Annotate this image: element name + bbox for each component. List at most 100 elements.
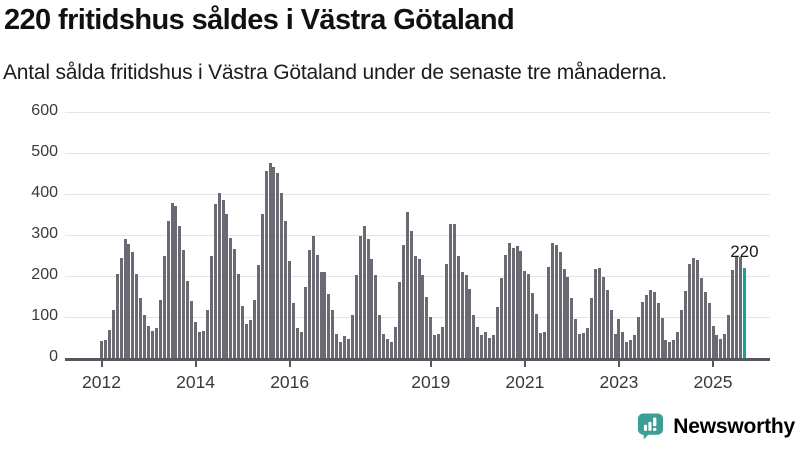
bar — [593, 268, 597, 358]
bar — [691, 257, 695, 358]
bar — [570, 298, 574, 358]
newsworthy-icon — [637, 412, 664, 441]
y-tick-label: 600 — [31, 102, 58, 119]
bar — [107, 330, 111, 358]
bar — [507, 243, 511, 358]
bar — [731, 269, 735, 358]
bar — [190, 301, 194, 358]
bar — [472, 315, 476, 358]
bar — [719, 339, 723, 358]
bar — [625, 342, 629, 358]
chart-subtitle: Antal sålda fritidshus i Västra Götaland… — [3, 61, 667, 84]
bar — [201, 330, 205, 358]
bar — [684, 291, 688, 358]
bar — [660, 317, 664, 358]
bar — [421, 275, 425, 358]
bar — [205, 310, 209, 358]
bar — [374, 274, 378, 358]
bar — [170, 203, 174, 358]
bar — [401, 244, 405, 358]
bar — [633, 335, 637, 358]
bar — [468, 288, 472, 358]
bar — [640, 301, 644, 358]
bar — [523, 271, 527, 358]
bar — [268, 163, 272, 358]
bar — [601, 276, 605, 358]
bar — [119, 257, 123, 358]
bar — [217, 192, 221, 358]
bar — [260, 213, 264, 358]
x-tick-label: 2012 — [82, 372, 121, 392]
bar — [437, 333, 441, 358]
bar — [637, 317, 641, 358]
bar — [198, 332, 201, 358]
x-tick — [429, 361, 432, 367]
brand-name: Newsworthy — [673, 414, 795, 438]
bar — [597, 267, 601, 358]
x-tick — [523, 361, 526, 367]
page-title: 220 fritidshus såldes i Västra Götaland — [4, 4, 515, 36]
y-tick-label: 400 — [31, 184, 58, 201]
bar — [350, 315, 354, 358]
bar — [276, 173, 280, 358]
bar — [346, 338, 350, 358]
bar — [174, 206, 178, 358]
bar — [394, 326, 397, 358]
x-tick — [194, 361, 197, 367]
bar — [162, 256, 166, 358]
bar — [444, 263, 448, 358]
bar — [154, 328, 158, 358]
gridline — [65, 112, 770, 113]
bar — [656, 303, 660, 358]
brand-logo: Newsworthy — [637, 412, 795, 441]
bar — [150, 330, 154, 358]
bar — [362, 226, 366, 358]
bar — [127, 244, 131, 358]
bar — [484, 332, 488, 358]
bar — [621, 332, 625, 358]
bar — [335, 334, 339, 358]
bar — [354, 274, 358, 358]
bar — [272, 166, 276, 358]
bar — [386, 338, 390, 358]
x-tick — [617, 361, 620, 367]
bar — [319, 271, 323, 358]
bar — [284, 221, 288, 358]
bar — [339, 342, 343, 358]
bar — [405, 212, 409, 358]
bar — [590, 298, 593, 358]
bar — [245, 323, 249, 358]
bar — [652, 291, 656, 358]
bar — [613, 333, 617, 358]
bar — [288, 261, 292, 358]
bar — [546, 266, 550, 358]
bar — [186, 281, 190, 358]
x-tick-label: 2021 — [505, 372, 545, 392]
bar — [578, 334, 582, 358]
gridline — [65, 153, 770, 154]
bar-chart: 2012 2014 2016 2019 2021 2023 2025 220 — [65, 112, 770, 392]
x-tick — [712, 361, 715, 367]
bar — [672, 339, 676, 358]
gridline — [65, 276, 770, 277]
x-tick-label: 2014 — [176, 372, 216, 392]
bar — [366, 238, 370, 358]
bar — [605, 289, 609, 358]
bar — [617, 319, 621, 358]
bar — [735, 255, 739, 358]
bar — [586, 328, 590, 358]
x-tick — [288, 361, 291, 367]
bar — [460, 271, 464, 358]
bar — [182, 249, 186, 358]
bar — [135, 273, 139, 358]
bar — [688, 263, 691, 358]
bar — [515, 245, 519, 358]
bar — [511, 248, 515, 358]
bar — [441, 326, 445, 358]
bar — [456, 255, 460, 358]
bar — [425, 296, 429, 358]
y-tick-label: 100 — [31, 307, 58, 324]
bar — [323, 271, 327, 358]
bar — [495, 307, 499, 358]
gridline — [65, 235, 770, 236]
